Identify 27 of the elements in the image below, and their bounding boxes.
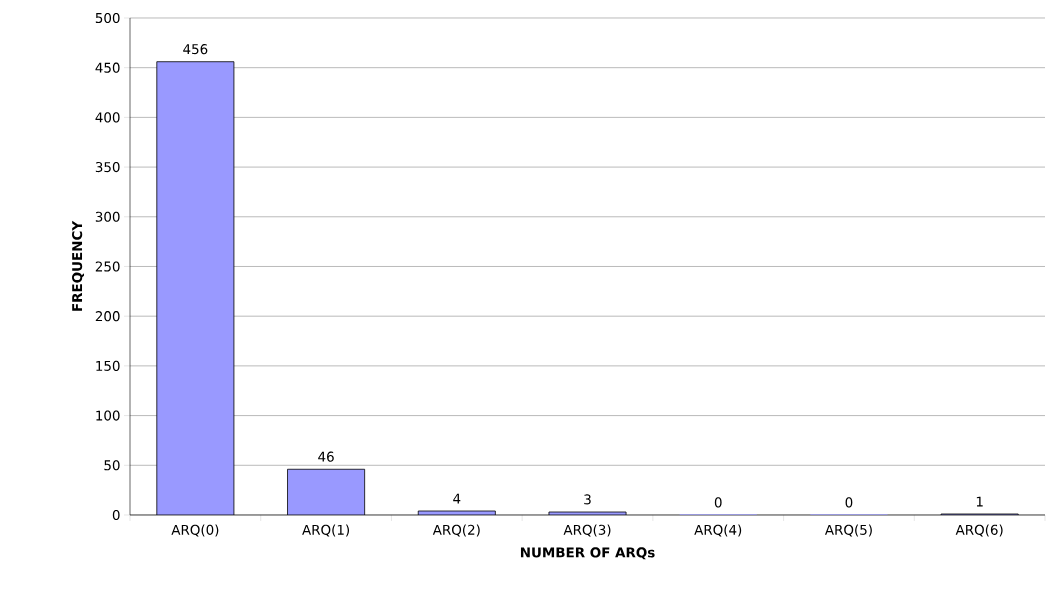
- x-axis-title: NUMBER OF ARQs: [520, 547, 655, 560]
- y-tick-label: 300: [95, 211, 120, 222]
- x-tick-label: ARQ(4): [694, 524, 742, 537]
- x-tick-label: ARQ(5): [824, 524, 872, 537]
- data-label: 0: [845, 497, 853, 508]
- x-tick-label: ARQ(3): [563, 524, 611, 537]
- y-tick-label: 50: [104, 460, 120, 471]
- data-label: 46: [318, 451, 334, 462]
- y-tick-label: 0: [112, 509, 120, 521]
- data-label: 456: [183, 44, 208, 55]
- y-tick-label: 200: [95, 311, 120, 322]
- y-tick-label: 350: [95, 162, 120, 173]
- data-label: 0: [714, 497, 722, 508]
- y-tick-label: 450: [95, 62, 120, 73]
- x-tick-label: ARQ(6): [955, 524, 1003, 537]
- x-tick-label: ARQ(1): [302, 524, 350, 537]
- y-tick-label: 150: [96, 360, 120, 371]
- y-tick-label: 400: [95, 112, 120, 123]
- y-tick-label: 250: [95, 261, 120, 272]
- y-axis-title: FREQUENCY: [72, 220, 84, 311]
- y-tick-label: 100: [96, 410, 120, 421]
- x-tick-label: ARQ(0): [171, 524, 219, 537]
- data-label: 1: [976, 496, 983, 507]
- data-label: 3: [584, 494, 591, 505]
- y-tick-label: 500: [95, 12, 120, 24]
- data-label: 4: [453, 493, 461, 504]
- x-tick-label: ARQ(2): [432, 524, 480, 537]
